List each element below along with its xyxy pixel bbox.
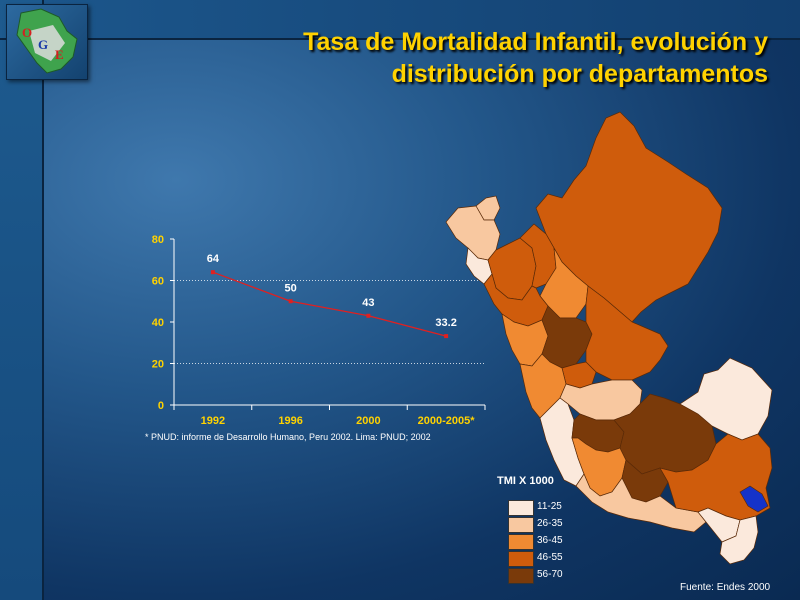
x-tick-label: 1992 xyxy=(201,415,225,427)
series-line xyxy=(212,271,447,337)
x-tick-label: 1996 xyxy=(278,415,302,427)
map-region-ucayali xyxy=(585,285,669,381)
legend-swatch xyxy=(508,500,534,516)
data-label: 43 xyxy=(362,297,374,309)
logo-letter-e: E xyxy=(55,47,64,62)
x-tick-label: 2000-2005* xyxy=(418,415,476,427)
data-label: 33.2 xyxy=(435,317,456,329)
x-tick-label: 2000 xyxy=(356,415,380,427)
chart-series xyxy=(210,270,449,339)
y-tick-labels: 0 20 40 60 80 xyxy=(152,234,164,412)
top-divider xyxy=(0,38,800,40)
data-labels: 64 50 43 33.2 xyxy=(207,253,457,329)
legend-label: 11-25 xyxy=(537,501,562,512)
map-region-madre-de-dios xyxy=(679,357,773,441)
y-tick-label: 80 xyxy=(152,234,164,246)
page-title: Tasa de Mortalidad Infantil, evolución y… xyxy=(303,28,768,88)
y-tick-label: 60 xyxy=(152,276,164,288)
left-divider xyxy=(42,0,44,600)
data-label: 64 xyxy=(207,253,220,265)
oge-logo-graphic: O G E xyxy=(16,8,78,74)
legend-swatch xyxy=(508,568,534,584)
legend-label: 56-70 xyxy=(537,569,563,580)
map-region-piura xyxy=(445,205,501,261)
source-note: Fuente: Endes 2000 xyxy=(680,582,771,593)
logo-letter-o: O xyxy=(22,25,32,40)
data-label: 50 xyxy=(285,282,297,294)
chart-axes xyxy=(170,238,486,410)
y-tick-label: 40 xyxy=(152,317,164,329)
top-band xyxy=(42,0,800,38)
data-point xyxy=(366,313,371,318)
mortality-line-chart: 0 20 40 60 80 1992 1996 2000 2000-2005* 64 50 43 3… xyxy=(152,234,486,427)
y-tick-label: 20 xyxy=(152,359,164,371)
map-legend-title: TMI X 1000 xyxy=(497,475,554,487)
data-point xyxy=(288,299,293,304)
legend-swatch xyxy=(508,551,534,567)
legend-label: 26-35 xyxy=(537,518,563,529)
chart-footnote: * PNUD: informe de Desarrollo Humano, Pe… xyxy=(145,432,431,442)
left-band xyxy=(0,0,42,600)
data-point xyxy=(444,334,449,339)
logo-letter-g: G xyxy=(38,37,48,52)
legend-swatch xyxy=(508,534,534,550)
map-region-tacna xyxy=(719,515,759,565)
data-point xyxy=(210,270,215,275)
legend-label: 46-55 xyxy=(537,552,563,563)
legend-swatch xyxy=(508,517,534,533)
peru-department-map xyxy=(445,111,773,565)
y-tick-label: 0 xyxy=(158,400,164,412)
x-tick-labels: 1992 1996 2000 2000-2005* xyxy=(201,415,476,427)
oge-logo: O G E xyxy=(6,4,88,80)
chart-grid xyxy=(174,280,485,364)
legend-label: 36-45 xyxy=(537,535,563,546)
lake-titicaca xyxy=(739,485,769,513)
